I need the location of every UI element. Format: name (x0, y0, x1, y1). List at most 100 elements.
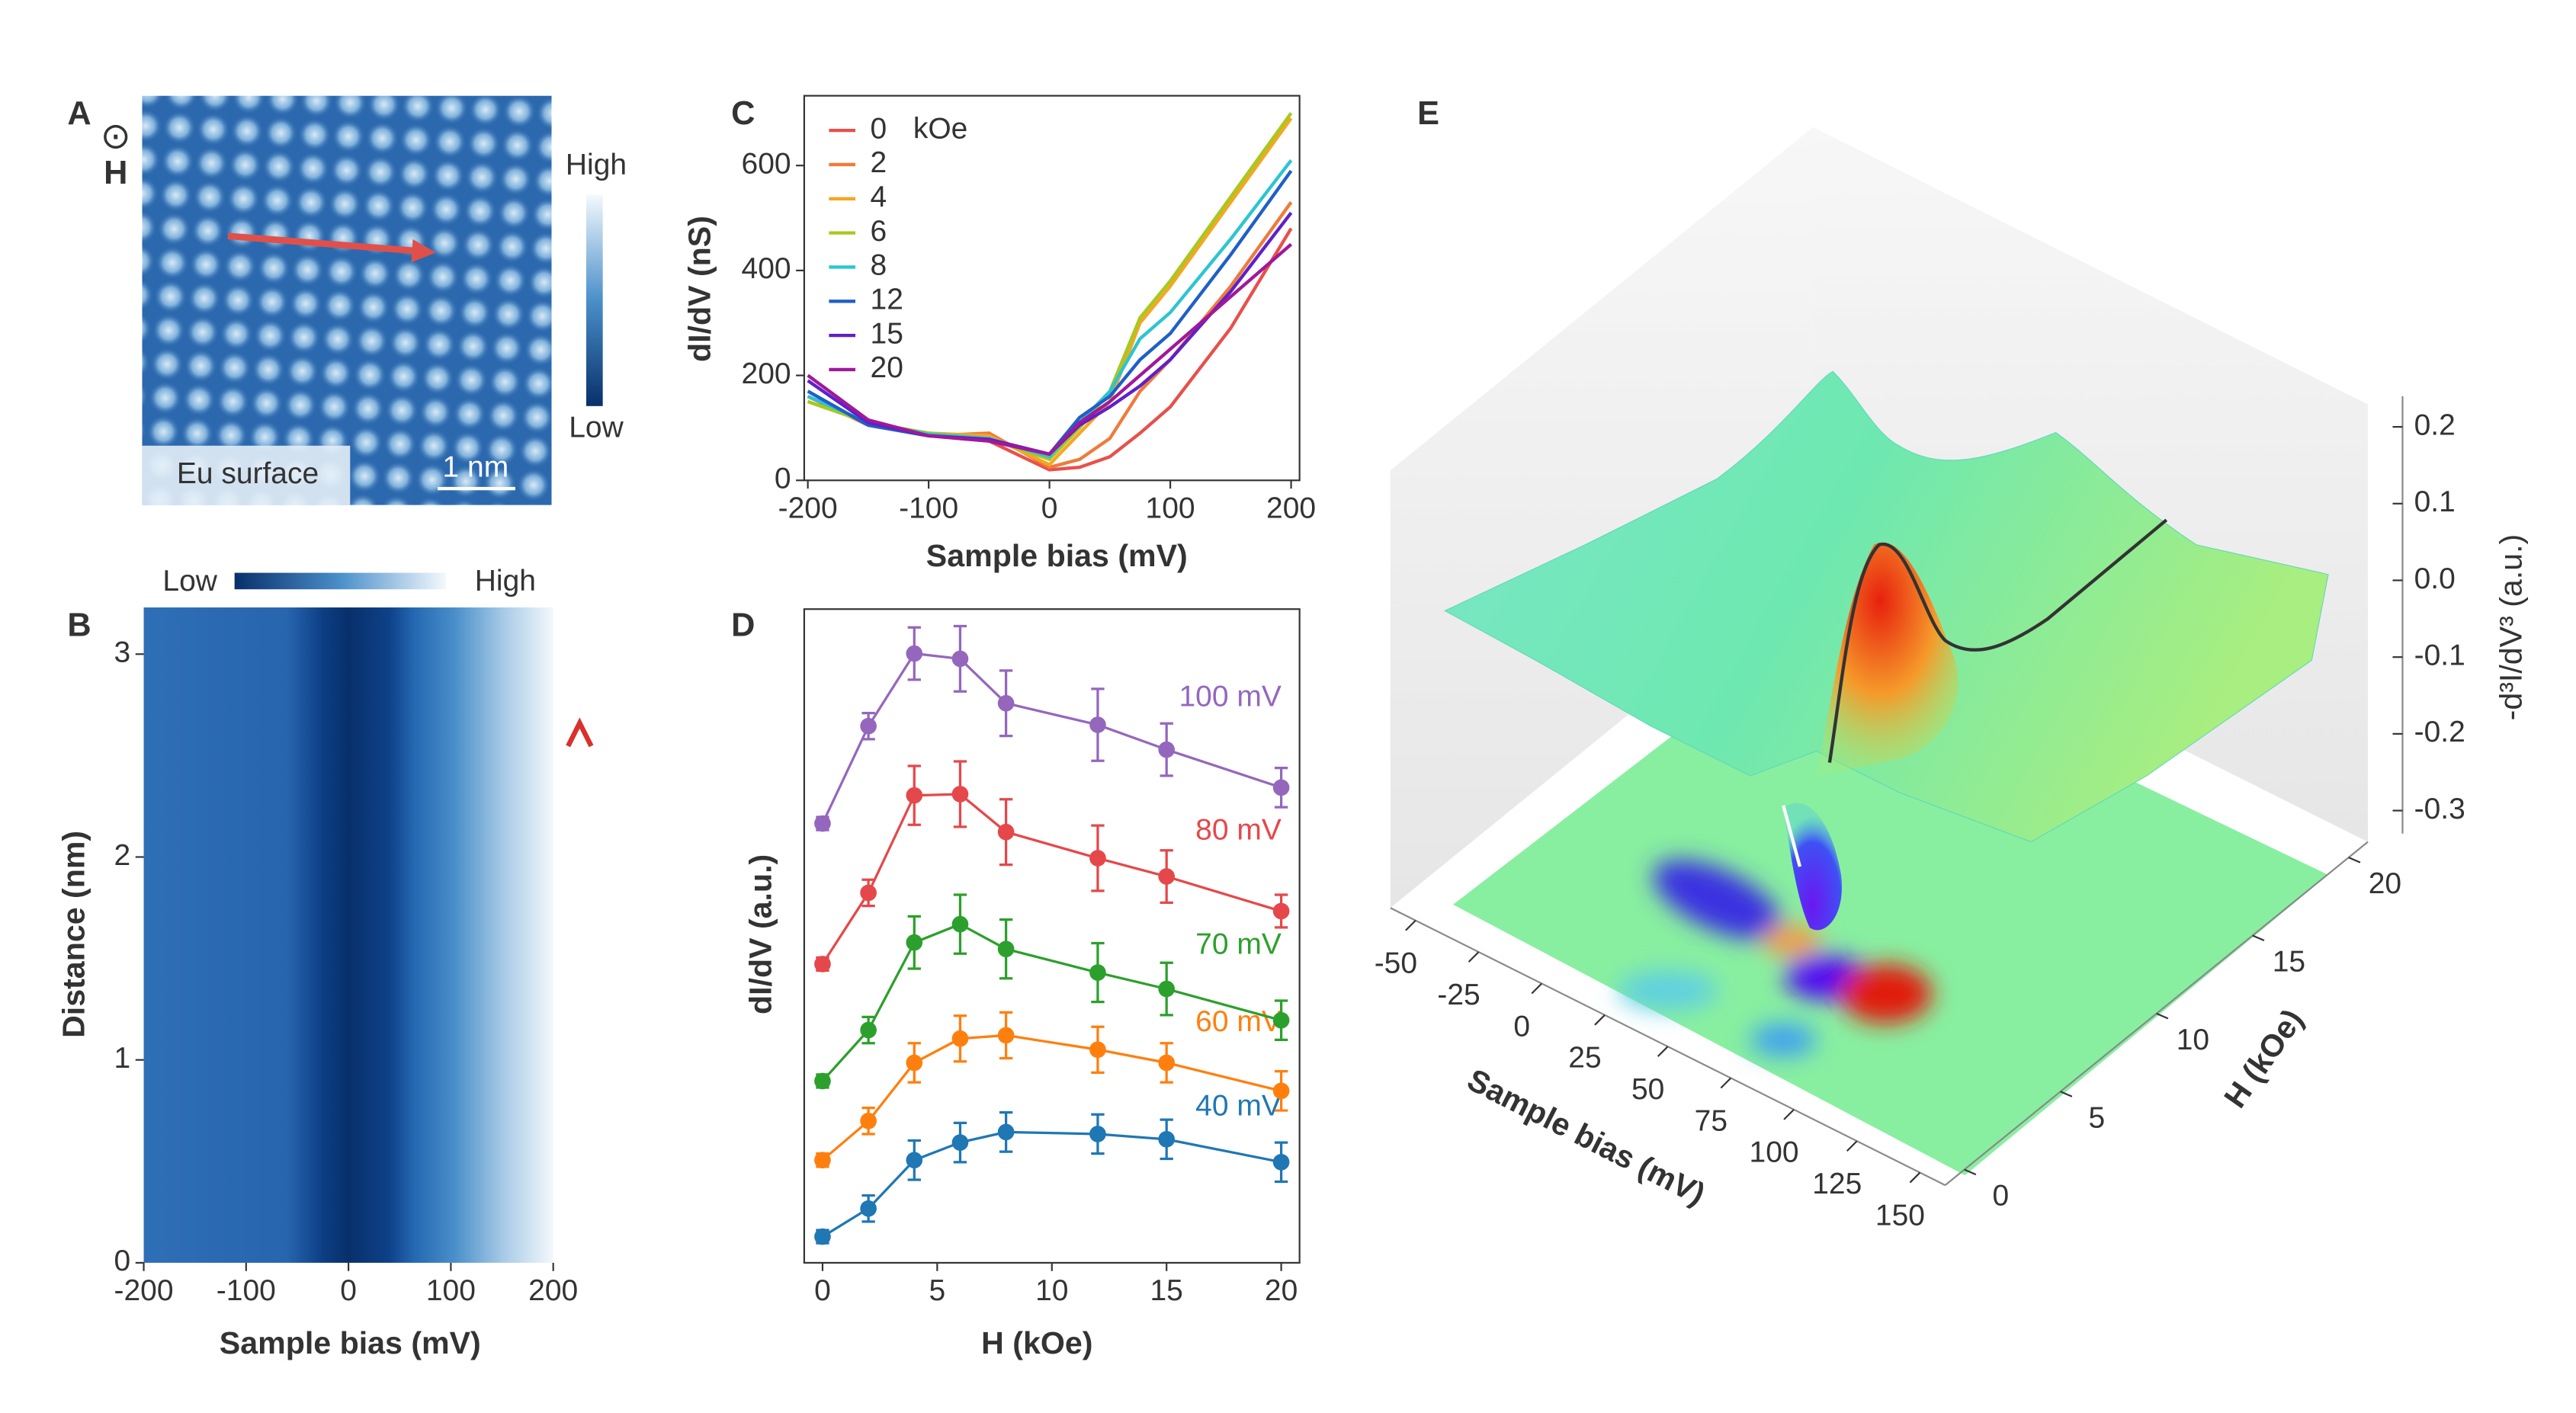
x-tick-label: 100 (426, 1274, 476, 1307)
x-tick-label: -200 (114, 1274, 174, 1307)
data-point (951, 650, 969, 668)
data-point (814, 1072, 831, 1090)
x-tick (1846, 1140, 1858, 1152)
floor-blob (1762, 924, 1822, 958)
arrow-head (566, 717, 594, 748)
y-tick-label: 20 (2369, 867, 2401, 900)
y-axis-label: dI/dV (a.u.) (743, 854, 778, 1014)
legend-label: 8 (871, 249, 887, 282)
z-tick-label: 0.0 (2414, 562, 2456, 595)
x-tick-label: -100 (899, 492, 958, 525)
x-axis-label: H (kOe) (981, 1325, 1092, 1360)
x-tick-label: 10 (1035, 1274, 1068, 1307)
floor-blob (1750, 1023, 1817, 1057)
x-tick (1405, 920, 1416, 931)
x-tick-label: 0 (340, 1274, 357, 1307)
x-tick-label: 0 (1041, 492, 1058, 525)
y-axis-label: H (kOe) (2217, 1003, 2310, 1114)
x-tick-label: 25 (1568, 1042, 1601, 1075)
data-point (814, 815, 831, 832)
x-tick-label: 0 (1513, 1010, 1530, 1043)
floor-colormap (1453, 627, 2329, 1176)
data-point (1272, 1082, 1290, 1100)
colorbar-label: Low (162, 565, 217, 598)
panel-label: C (731, 95, 755, 132)
y-axis-label: Distance (nm) (56, 831, 91, 1038)
x-tick (1657, 1046, 1669, 1057)
z-tick-label: 0.2 (2414, 409, 2456, 441)
data-point (951, 1030, 969, 1047)
data-point (814, 956, 831, 972)
series-line (821, 793, 1282, 965)
legend-label: 0 (871, 112, 887, 145)
x-tick (1594, 1014, 1606, 1026)
data-point (1158, 980, 1176, 998)
x-tick-label: 50 (1631, 1073, 1664, 1106)
data-point (860, 884, 877, 902)
surface-dip (1783, 803, 1843, 931)
x-tick-label: 150 (1875, 1199, 1925, 1232)
colorbar (585, 194, 603, 406)
y-axis-label: dI/dV (nS) (682, 216, 717, 362)
y-tick (2348, 857, 2361, 864)
data-point (906, 787, 923, 804)
x-axis-label: Sample bias (mV) (926, 538, 1188, 573)
floor-blob (1618, 970, 1718, 1011)
data-point (951, 915, 969, 933)
surface-cut-line (1827, 518, 2168, 763)
y-tick (2252, 934, 2265, 941)
y-tick-label: 0 (775, 463, 791, 495)
x-tick-label: -25 (1437, 979, 1480, 1011)
data-point (906, 1152, 923, 1169)
series-line (821, 652, 1282, 825)
panel-label: E (1417, 95, 1439, 132)
data-point (906, 934, 923, 951)
x-axis-label: Sample bias (mV) (1462, 1062, 1711, 1212)
line-cut-arrow (227, 232, 417, 255)
series-line (822, 1130, 1282, 1238)
x-tick-label: 125 (1812, 1168, 1862, 1200)
colorbar-label: High (475, 565, 536, 598)
data-point (1089, 716, 1106, 733)
scale-bar-label: 1 nm (443, 450, 509, 483)
legend-unit: kOe (913, 112, 967, 145)
floor-blob (1839, 963, 1933, 1024)
y-tick-label: 600 (742, 147, 791, 180)
y-tick-label: 0 (114, 1245, 131, 1277)
y-tick-label: 2 (114, 839, 131, 872)
legend-label: 2 (871, 146, 887, 179)
series-label: 80 mV (1195, 814, 1282, 847)
x-tick (1720, 1077, 1732, 1089)
data-point (997, 1027, 1015, 1044)
y-tick-label: 400 (742, 252, 791, 285)
y-tick-label: 10 (2177, 1024, 2209, 1056)
stm-image (142, 95, 552, 505)
x-tick-label: -50 (1375, 947, 1417, 980)
data-point (906, 1054, 923, 1072)
data-point (997, 823, 1015, 841)
data-point (860, 1021, 877, 1039)
x-tick-label: 0 (814, 1274, 831, 1307)
y-tick-label: 3 (114, 636, 131, 669)
z-tick-label: -0.3 (2414, 793, 2465, 825)
y-tick-label: 15 (2273, 946, 2305, 979)
annotation: Eu surface (177, 457, 319, 490)
arrow-head (411, 239, 436, 263)
data-point (1272, 1011, 1290, 1029)
data-point (1089, 1126, 1106, 1142)
x-tick (1531, 982, 1543, 995)
data-point (1158, 741, 1176, 758)
x-tick (1468, 951, 1480, 963)
field-symbol: ⊙ (101, 117, 131, 157)
data-point (1089, 850, 1106, 867)
panel-label: A (67, 95, 91, 132)
z-tick-label: -0.1 (2414, 639, 2465, 671)
x-tick-label: 75 (1695, 1104, 1727, 1137)
panel-e: E Sample bias (mV) H (kOe) -d³I/dV³ (a.u… (1390, 95, 2528, 1212)
heatmap-image (143, 607, 553, 1263)
floor-map (1453, 627, 2329, 1176)
annotation-box (142, 445, 351, 505)
colorbar-label: Low (569, 411, 624, 444)
